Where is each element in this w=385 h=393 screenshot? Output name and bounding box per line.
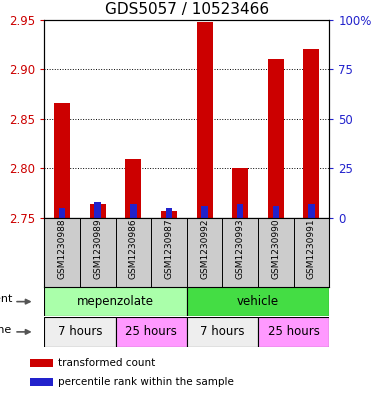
Bar (161, 211, 177, 218)
Text: mepenzolate: mepenzolate (77, 295, 154, 308)
Bar (187, 317, 258, 347)
Bar (308, 204, 315, 218)
Text: 25 hours: 25 hours (268, 325, 320, 338)
Text: percentile rank within the sample: percentile rank within the sample (58, 377, 234, 387)
Bar (232, 169, 248, 218)
Bar (268, 59, 284, 218)
Bar (166, 208, 172, 218)
Text: vehicle: vehicle (237, 295, 279, 308)
Bar (44, 287, 187, 316)
Bar (44, 317, 116, 347)
Bar (54, 103, 70, 218)
Text: transformed count: transformed count (58, 358, 155, 368)
Bar (94, 202, 101, 218)
Bar (30, 359, 53, 367)
Bar (196, 22, 213, 218)
Bar (201, 206, 208, 218)
Bar (116, 317, 187, 347)
Bar (303, 50, 320, 218)
Text: GSM1230992: GSM1230992 (200, 219, 209, 279)
Text: GSM1230987: GSM1230987 (164, 219, 173, 279)
Text: GSM1230988: GSM1230988 (58, 219, 67, 279)
Bar (59, 208, 65, 218)
Text: GSM1230989: GSM1230989 (93, 219, 102, 279)
Bar (187, 287, 329, 316)
Bar (237, 204, 243, 218)
Text: GSM1230993: GSM1230993 (236, 219, 244, 279)
Bar (125, 158, 141, 218)
Text: 7 hours: 7 hours (58, 325, 102, 338)
Bar (258, 317, 329, 347)
Text: time: time (0, 325, 12, 334)
Text: agent: agent (0, 294, 12, 304)
Text: GSM1230986: GSM1230986 (129, 219, 138, 279)
Bar (130, 204, 137, 218)
Bar (273, 206, 279, 218)
Text: 7 hours: 7 hours (200, 325, 244, 338)
Text: GSM1230990: GSM1230990 (271, 219, 280, 279)
Bar (90, 204, 106, 218)
Text: GSM1230991: GSM1230991 (307, 219, 316, 279)
Bar (30, 378, 53, 386)
Title: GDS5057 / 10523466: GDS5057 / 10523466 (105, 2, 269, 17)
Text: 25 hours: 25 hours (125, 325, 177, 338)
